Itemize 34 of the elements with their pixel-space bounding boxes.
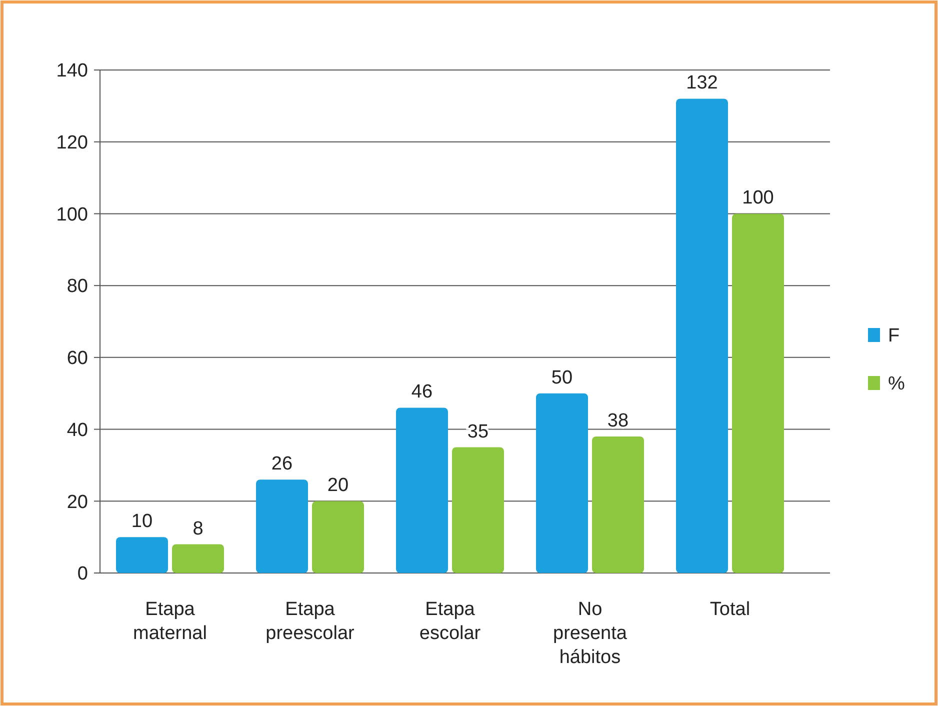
y-tick-label: 100 bbox=[56, 204, 88, 226]
data-label: 20 bbox=[327, 475, 349, 496]
y-tick-label: 140 bbox=[56, 60, 88, 82]
bar bbox=[452, 447, 504, 573]
bar bbox=[732, 214, 784, 573]
bar bbox=[312, 501, 364, 573]
y-tick-label: 80 bbox=[66, 276, 88, 298]
bar bbox=[116, 537, 168, 573]
x-tick-label: Etapa preescolar bbox=[266, 599, 356, 644]
legend-label: % bbox=[888, 374, 905, 395]
data-label: 100 bbox=[742, 188, 774, 209]
x-tick-label: Etapa escolar bbox=[419, 599, 482, 644]
y-tick-label: 40 bbox=[66, 420, 88, 441]
y-tick-label: 0 bbox=[77, 564, 88, 585]
x-tick-label: Etapa maternal bbox=[133, 599, 207, 644]
legend-label: F bbox=[888, 326, 900, 347]
x-tick-label: Total bbox=[710, 599, 750, 620]
bar bbox=[256, 480, 308, 573]
y-tick-label: 120 bbox=[56, 132, 88, 154]
data-label: 38 bbox=[607, 410, 629, 432]
y-tick-label: 60 bbox=[66, 348, 88, 370]
data-label: 132 bbox=[686, 72, 718, 94]
bar bbox=[396, 408, 448, 573]
data-label: 10 bbox=[131, 511, 153, 532]
y-tick-label: 20 bbox=[66, 492, 88, 513]
x-tick-label: No presenta hábitos bbox=[553, 599, 628, 668]
data-label: 50 bbox=[551, 367, 573, 388]
data-label: 46 bbox=[411, 382, 433, 403]
bar bbox=[676, 98, 728, 573]
bar bbox=[536, 393, 588, 573]
data-label: 26 bbox=[271, 454, 293, 475]
data-label: 8 bbox=[192, 518, 204, 540]
bar bbox=[172, 544, 224, 573]
bar bbox=[592, 436, 644, 573]
